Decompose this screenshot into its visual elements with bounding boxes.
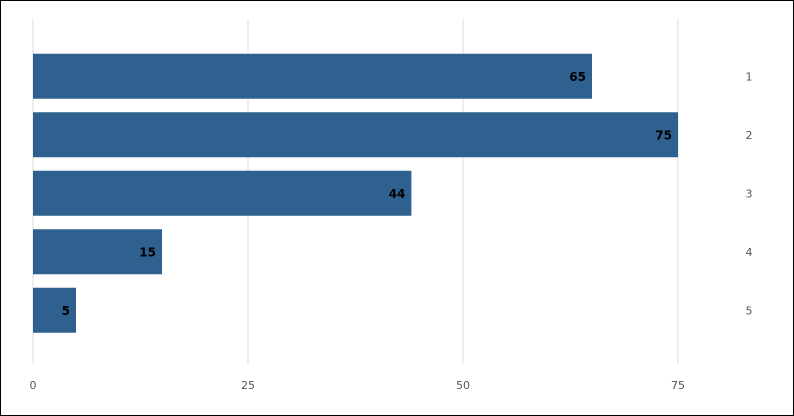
bar: [33, 170, 412, 216]
category-label: 2: [746, 129, 753, 142]
x-tick-label: 0: [30, 379, 37, 392]
category-label: 1: [746, 70, 753, 83]
data-label: 5: [62, 304, 70, 318]
x-tick-label: 75: [671, 379, 685, 392]
data-labels: 65 75 44 15 5: [62, 70, 672, 318]
bar: [33, 229, 162, 275]
category-label: 4: [746, 246, 753, 259]
data-label: 15: [139, 245, 156, 259]
x-tick-label: 25: [241, 379, 255, 392]
x-axis-tick-labels: 0 25 50 75: [30, 379, 686, 392]
x-tick-label: 50: [456, 379, 470, 392]
data-label: 44: [389, 187, 406, 201]
category-labels: 1 2 3 4 5: [746, 70, 753, 317]
data-label: 75: [655, 128, 672, 142]
bar: [33, 287, 76, 333]
bars: [33, 53, 678, 333]
category-label: 3: [746, 187, 753, 200]
category-label: 5: [746, 304, 753, 317]
bar: [33, 53, 592, 99]
data-label: 65: [569, 70, 586, 84]
bar: [33, 112, 678, 158]
